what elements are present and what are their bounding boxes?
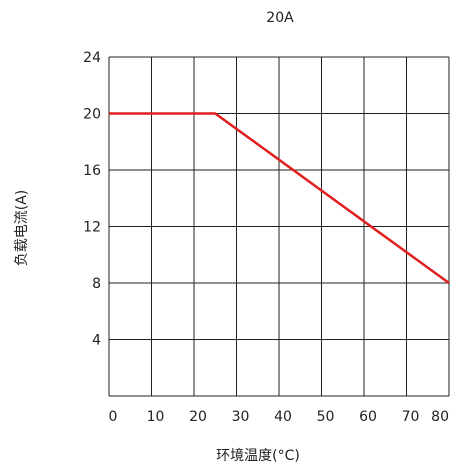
x-tick-label-6: 60 (359, 409, 377, 425)
y-tick-label-2: 12 (83, 220, 101, 236)
series-line-0 (109, 112, 450, 285)
series-layer (109, 112, 450, 285)
x-tick-labels: 0 10 20 30 40 50 60 70 80 (109, 409, 449, 425)
x-tick-label-1: 10 (147, 409, 165, 425)
y-tick-labels: 4 8 12 16 20 24 (83, 50, 101, 349)
y-tick-label-5: 24 (83, 50, 101, 66)
x-tick-label-4: 40 (274, 409, 292, 425)
chart-title: 20A (266, 10, 294, 26)
x-tick-label-3: 30 (232, 409, 250, 425)
x-tick-label-8: 80 (431, 409, 449, 425)
y-tick-label-4: 20 (83, 107, 101, 123)
y-tick-label-1: 8 (92, 276, 101, 292)
y-tick-label-0: 4 (92, 333, 101, 349)
grid (108, 56, 450, 397)
y-tick-label-3: 16 (83, 163, 101, 179)
x-tick-label-7: 70 (402, 409, 420, 425)
y-axis-label: 负载电流(A) (14, 190, 30, 267)
x-tick-label-0: 0 (109, 409, 118, 425)
x-axis-label: 环境温度(°C) (216, 448, 300, 464)
x-tick-label-5: 50 (317, 409, 335, 425)
x-tick-label-2: 20 (189, 409, 207, 425)
